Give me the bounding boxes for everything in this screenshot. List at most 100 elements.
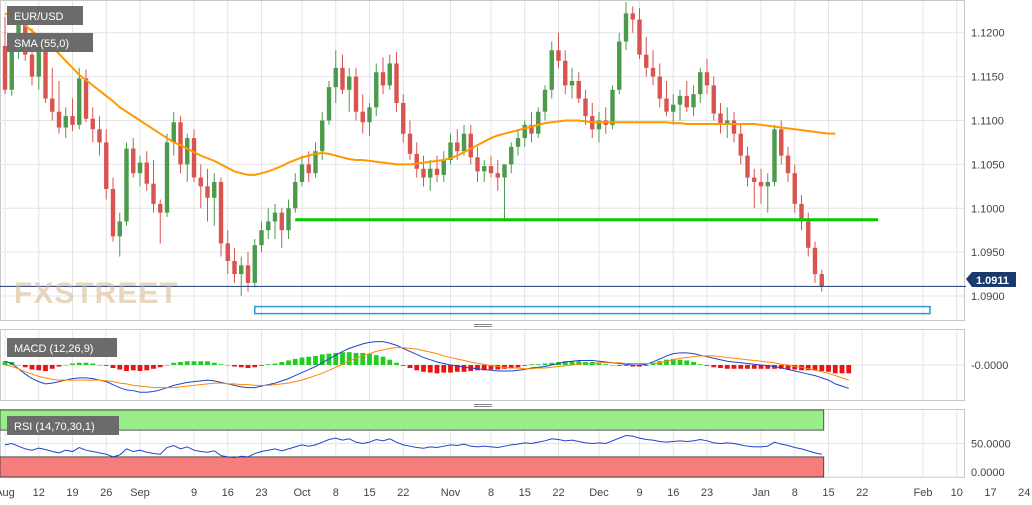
macd-histogram-bar xyxy=(286,360,291,365)
macd-signal-line xyxy=(4,347,849,389)
candle-body xyxy=(124,148,129,222)
candle-body xyxy=(596,120,602,130)
macd-histogram-bar xyxy=(394,362,399,365)
macd-histogram-bar xyxy=(529,364,534,365)
candle-body xyxy=(340,67,345,90)
macd-histogram-bar xyxy=(832,365,838,374)
macd-tag[interactable]: MACD (12,26,9) xyxy=(7,338,117,357)
candle-body xyxy=(576,81,581,99)
watermark: FXSTREET xyxy=(14,277,179,310)
x-tick-label: Feb xyxy=(914,487,933,499)
candle-body xyxy=(515,138,521,147)
candle-body xyxy=(563,60,568,86)
x-tick-label: 23 xyxy=(701,487,713,499)
candle-body xyxy=(56,111,62,128)
macd-label: MACD (12,26,9) xyxy=(14,343,93,355)
rsi-oversold-band xyxy=(0,456,825,478)
macd-histogram-bar xyxy=(515,365,521,368)
candle-body xyxy=(380,72,386,86)
panel-resize-handle[interactable] xyxy=(474,404,492,407)
macd-histogram-bar xyxy=(110,365,116,369)
candle-body xyxy=(43,52,48,99)
candle-body xyxy=(326,87,332,121)
x-tick-label: 24 xyxy=(1018,487,1030,499)
macd-histogram-bar xyxy=(758,365,764,369)
macd-histogram-bar xyxy=(718,365,723,369)
macd-histogram-bar xyxy=(481,365,487,371)
macd-histogram-bar xyxy=(569,361,575,365)
candle-body xyxy=(738,133,743,156)
rsi-tick-label: 50.0000 xyxy=(971,439,1011,451)
candle-body xyxy=(90,118,95,130)
macd-histogram-bar xyxy=(576,361,582,365)
candle-body xyxy=(536,111,541,134)
symbol-label: EUR/USD xyxy=(14,11,64,23)
y-tick-label: 1.1150 xyxy=(971,72,1004,84)
candle-body xyxy=(792,173,797,204)
candle-body xyxy=(394,63,399,103)
candle-body xyxy=(252,245,257,283)
macd-histogram-bar xyxy=(745,365,750,369)
macd-histogram-bar xyxy=(29,365,35,370)
candle-body xyxy=(671,104,676,112)
candle-body xyxy=(104,142,109,189)
x-tick-label: 8 xyxy=(792,487,798,499)
x-tick-label: Oct xyxy=(293,487,310,499)
macd-histogram-bar xyxy=(279,361,285,365)
candle-body xyxy=(360,111,365,123)
x-tick-label: 16 xyxy=(667,487,679,499)
macd-histogram-bar xyxy=(711,365,717,368)
macd-histogram-bar xyxy=(650,363,656,365)
candle-body xyxy=(617,41,622,90)
macd-histogram-bar xyxy=(542,363,548,365)
macd-histogram-bar xyxy=(184,361,190,365)
candle-body xyxy=(441,160,446,175)
x-tick-label: 9 xyxy=(636,487,642,499)
macd-histogram-bar xyxy=(16,365,21,366)
candle-body xyxy=(610,89,615,125)
macd-histogram-bar xyxy=(218,364,224,365)
x-tick-label: 8 xyxy=(488,487,494,499)
panel-resize-handle[interactable] xyxy=(474,324,492,327)
candle-body xyxy=(529,124,534,134)
candle-body xyxy=(407,133,413,154)
rsi-tag[interactable]: RSI (14,70,30,1) xyxy=(7,416,119,435)
macd-histogram-bar xyxy=(414,365,420,371)
gridlines xyxy=(0,1,964,478)
candle-body xyxy=(50,98,55,112)
candle-body xyxy=(245,265,251,283)
rsi-label: RSI (14,70,30,1) xyxy=(14,421,95,433)
macd-histogram-bar xyxy=(137,365,143,372)
candle-body xyxy=(698,72,703,95)
macd-histogram-bar xyxy=(178,361,183,365)
candle-body xyxy=(320,120,325,152)
macd-histogram-bar xyxy=(124,365,129,372)
macd-histogram-bar xyxy=(70,363,75,365)
macd-histogram-bar xyxy=(299,357,305,365)
macd-histogram-bar xyxy=(272,363,278,365)
candle-body xyxy=(286,208,291,231)
macd-histogram-bar xyxy=(198,361,204,365)
candle-body xyxy=(70,116,75,125)
macd-histogram-bar xyxy=(454,365,460,372)
candle-body xyxy=(279,212,284,231)
candle-body xyxy=(212,181,217,198)
candle-body xyxy=(117,221,122,237)
macd-histogram-bar xyxy=(380,356,386,365)
candle-body xyxy=(137,162,143,174)
symbol-tag[interactable]: EUR/USD xyxy=(7,6,83,25)
x-tick-label: Aug xyxy=(0,487,15,499)
candle-body xyxy=(9,45,14,90)
macd-histogram-bar xyxy=(164,365,170,366)
rsi-series xyxy=(0,409,825,478)
macd-histogram-bar xyxy=(508,365,514,369)
macd-histogram-bar xyxy=(259,365,264,366)
candle-body xyxy=(387,63,392,86)
macd-histogram-bar xyxy=(630,365,636,367)
macd-series xyxy=(2,341,852,393)
candle-body xyxy=(468,133,473,158)
sma-tag[interactable]: SMA (55,0) xyxy=(7,33,93,52)
candle-body xyxy=(448,142,453,160)
macd-histogram-bar xyxy=(238,365,244,368)
